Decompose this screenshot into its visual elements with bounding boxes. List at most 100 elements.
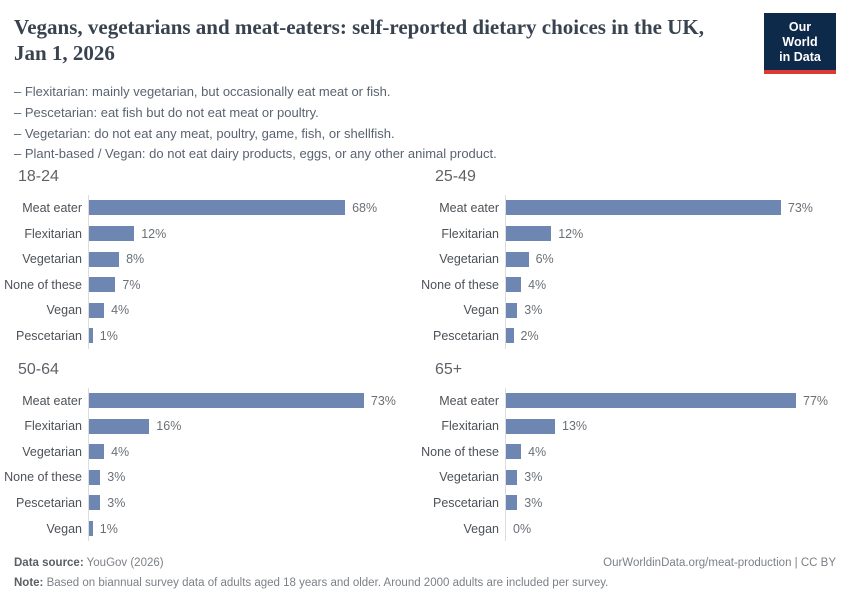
subtitle-definitions: – Flexitarian: mainly vegetarian, but oc… [14, 82, 836, 165]
bar [506, 226, 552, 242]
bar-row: None of these 3% [4, 464, 419, 491]
bar [89, 200, 346, 216]
value-label: 3% [524, 303, 543, 318]
panel-50-64: 50-64 Meat eater 73% Flexitarian 16% Vegetari… [4, 360, 419, 542]
bar [506, 200, 781, 216]
value-label: 13% [562, 419, 588, 434]
definition-line: – Flexitarian: mainly vegetarian, but oc… [14, 84, 391, 99]
bar-area: 3% [505, 490, 836, 516]
category-label: None of these [4, 470, 82, 485]
panel-title: 25-49 [435, 168, 476, 186]
bar-row: Flexitarian 13% [431, 413, 836, 439]
bar [506, 251, 529, 267]
value-label: 16% [156, 419, 182, 434]
category-label: Vegetarian [439, 470, 499, 485]
bar-row: Meat eater 73% [431, 195, 836, 221]
bar-row: Pescetarian 3% [431, 490, 836, 516]
bar-row: Meat eater 77% [431, 387, 836, 414]
bar-area: 3% [505, 464, 836, 491]
bar [506, 444, 522, 460]
category-label: Pescetarian [15, 328, 82, 343]
bar [89, 277, 116, 293]
bar-row: Vegetarian 6% [431, 246, 836, 272]
footer: Data source: YouGov (2026) OurWorldinDat… [14, 554, 836, 593]
bar [89, 302, 105, 318]
bar [506, 495, 518, 511]
bar [89, 521, 93, 537]
bar-row: Vegetarian 8% [14, 246, 419, 272]
category-label: None of these [421, 277, 499, 292]
category-label: Vegetarian [22, 444, 82, 459]
bar-area: 1% [88, 323, 419, 349]
bar-row: None of these 4% [421, 438, 836, 465]
bar [89, 495, 101, 511]
bar-area: 77% [505, 387, 836, 414]
bar-row: Vegetarian 4% [14, 438, 419, 465]
category-label: Flexitarian [24, 226, 82, 241]
category-label: Vegan [463, 303, 499, 318]
bar [89, 393, 364, 409]
bar-row: Vegan 3% [431, 297, 836, 324]
bar-area: 3% [88, 490, 419, 516]
bar-area: 1% [88, 515, 419, 542]
bar [506, 277, 522, 293]
bar [89, 418, 150, 434]
owid-logo-line2: in Data [779, 50, 821, 64]
bar [506, 393, 796, 409]
bar-row: Vegan 1% [14, 515, 419, 542]
category-label: Flexitarian [441, 226, 499, 241]
data-source-value: YouGov (2026) [83, 557, 164, 570]
category-label: Vegetarian [439, 252, 499, 267]
attribution: OurWorldinData.org/meat-production | CC … [603, 557, 836, 570]
value-label: 2% [520, 328, 539, 343]
panel-title: 65+ [435, 360, 463, 378]
bar [506, 469, 518, 485]
bar-area: 12% [88, 220, 419, 247]
panel-25-49: 25-49 Meat eater 73% Flexitarian 12% Vegetari… [421, 168, 836, 349]
value-label: 3% [524, 470, 543, 485]
bar-row: None of these 4% [421, 271, 836, 298]
category-label: Pescetarian [432, 328, 499, 343]
category-label: Vegan [46, 521, 82, 536]
owid-logo: Our World in Data [764, 13, 836, 74]
bar-row: Pescetarian 3% [14, 490, 419, 516]
bar-area: 12% [505, 220, 836, 247]
value-label: 0% [513, 521, 532, 536]
data-source-label: Data source: [14, 557, 84, 570]
value-label: 3% [524, 495, 543, 510]
bar-area: 13% [505, 413, 836, 439]
bar-area: 2% [505, 323, 836, 349]
bar-row: Flexitarian 12% [14, 220, 419, 247]
panel-65: 65+ Meat eater 77% Flexitarian 13% None of th… [421, 360, 836, 542]
category-label: Flexitarian [24, 419, 82, 434]
footer-row: Data source: YouGov (2026) OurWorldinDat… [14, 554, 836, 574]
bar-row: Meat eater 73% [14, 387, 419, 414]
note-value: Based on biannual survey data of adults … [43, 576, 609, 589]
bar-area: 7% [88, 271, 419, 298]
value-label: 3% [107, 470, 126, 485]
bar-area: 0% [505, 515, 836, 542]
category-label: Pescetarian [15, 495, 82, 510]
panel-title: 50-64 [18, 360, 59, 378]
value-label: 73% [787, 200, 813, 215]
value-label: 12% [141, 226, 167, 241]
chart-title: Vegans, vegetarians and meat-eaters: sel… [14, 15, 704, 66]
bar-row: Vegetarian 3% [431, 464, 836, 491]
bar-area: 4% [505, 271, 836, 298]
category-label: None of these [421, 444, 499, 459]
value-label: 8% [126, 252, 145, 267]
category-label: Vegetarian [22, 252, 82, 267]
category-label: Meat eater [22, 200, 82, 215]
category-label: None of these [4, 277, 82, 292]
value-label: 4% [111, 444, 130, 459]
note-label: Note: [14, 576, 44, 589]
panel-title: 18-24 [18, 168, 59, 186]
value-label: 77% [803, 393, 829, 408]
chart-header: Vegans, vegetarians and meat-eaters: sel… [14, 12, 836, 74]
bar-area: 73% [505, 195, 836, 221]
value-label: 3% [107, 495, 126, 510]
bar-area: 73% [88, 387, 419, 414]
value-label: 6% [535, 252, 554, 267]
value-label: 73% [370, 393, 396, 408]
